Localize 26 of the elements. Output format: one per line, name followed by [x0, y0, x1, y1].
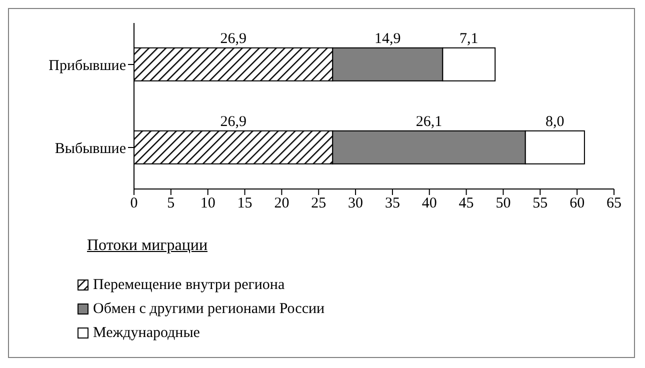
data-label: 26,1 — [416, 114, 442, 130]
data-label: 7,1 — [460, 30, 478, 47]
legend-title: Потоки миграции — [87, 237, 208, 255]
data-label: 8,0 — [546, 114, 564, 130]
legend-label: Обмен с другими регионами России — [93, 300, 325, 318]
x-tick-label: 0 — [130, 196, 138, 212]
y-tick-label: Выбывшие — [54, 140, 126, 157]
x-tick-label: 10 — [200, 196, 216, 212]
x-tick-label: 50 — [496, 196, 511, 212]
x-tick-label: 30 — [348, 196, 364, 212]
x-tick-label: 35 — [384, 196, 400, 212]
x-tick-label: 60 — [570, 196, 585, 212]
x-tick-label: 5 — [167, 196, 175, 212]
x-tick-label: 40 — [422, 196, 437, 212]
x-tick-label: 15 — [237, 196, 252, 212]
data-label: 14,9 — [374, 30, 401, 47]
x-tick-label: 25 — [311, 196, 326, 212]
x-tick-label: 65 — [606, 196, 622, 212]
data-label: 26,9 — [220, 30, 246, 47]
x-tick-label: 55 — [532, 196, 548, 212]
y-tick-label: Прибывшие — [48, 58, 126, 74]
x-tick-label: 20 — [274, 196, 290, 212]
data-label: 26,9 — [220, 114, 246, 130]
legend-label: Перемещение внутри региона — [93, 276, 285, 294]
legend-label: Международные — [93, 324, 200, 342]
x-tick-label: 45 — [458, 196, 474, 212]
